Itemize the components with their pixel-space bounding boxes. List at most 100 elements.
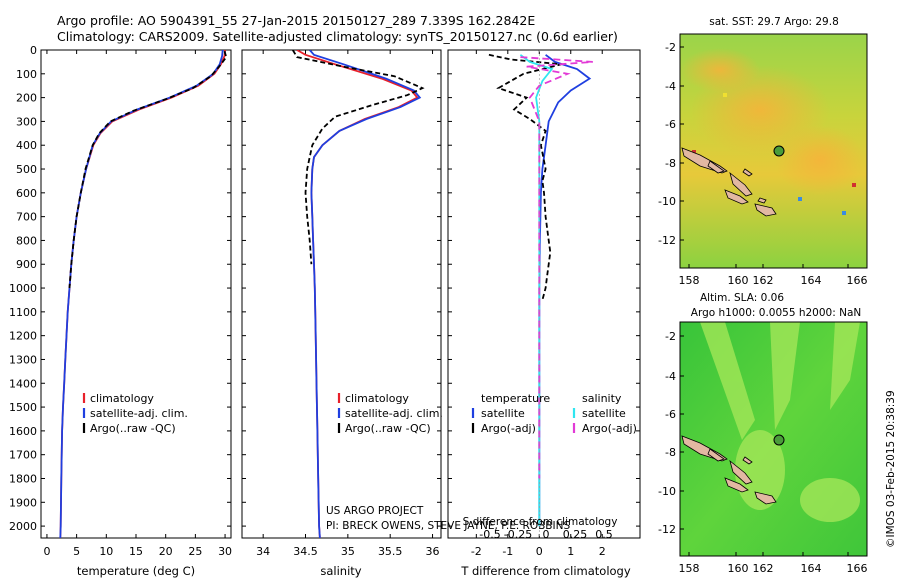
- temperature-panel: 0100200300400500600700800900100011001200…: [9, 44, 232, 578]
- lon-tick-label: 164: [801, 562, 822, 575]
- s-difference-tick-label: 0: [543, 528, 550, 541]
- lon-tick-label: 162: [753, 562, 774, 575]
- difference-axes-frame: [447, 49, 641, 539]
- depth-tick-label: 1300: [9, 353, 37, 366]
- solomon-islands-land: [681, 435, 777, 505]
- depth-tick-label: 1000: [9, 282, 37, 295]
- x-tick-label: 34.5: [293, 545, 318, 558]
- x-tick-label: 36: [426, 545, 440, 558]
- depth-tick-label: 400: [16, 139, 37, 152]
- s-difference-tick-label: -0.5: [479, 528, 500, 541]
- sla-map-title-2: Argo h1000: 0.0055 h2000: NaN: [691, 307, 861, 319]
- solomon-islands-land: [681, 147, 777, 217]
- x-tick-label: 15: [129, 545, 143, 558]
- difference-panel: -2 -1 0 1 2 T difference from climatology S …: [447, 49, 641, 578]
- salinity-x-label: salinity: [320, 564, 361, 578]
- x-tick-label: -1: [502, 545, 513, 558]
- legend-entry: Argo(..raw -QC): [90, 422, 176, 435]
- header-line-1: Argo profile: AO 5904391_55 27-Jan-2015 …: [57, 13, 535, 28]
- argo-float-marker: [773, 434, 785, 446]
- climatology-series-line: [59, 50, 226, 538]
- lon-tick-label: 166: [847, 274, 868, 287]
- lat-tick-label: -8: [665, 446, 676, 459]
- lat-tick-label: -6: [665, 118, 676, 131]
- satellite-series-line: [309, 50, 422, 538]
- temperature-satellite-series-line: [538, 54, 592, 527]
- lon-tick-label: 158: [679, 274, 700, 287]
- depth-tick-label: 1200: [9, 330, 37, 343]
- temperature-x-axis: 0 5 10 15 20 25 30: [43, 50, 232, 558]
- depth-tick-label: 600: [16, 187, 37, 200]
- t-difference-x-label: T difference from climatology: [460, 564, 631, 578]
- lat-tick-label: -4: [665, 80, 676, 93]
- x-tick-label: 1: [567, 545, 574, 558]
- x-tick-label: 2: [599, 545, 606, 558]
- header-line-2: Climatology: CARS2009. Satellite-adjuste…: [57, 29, 618, 44]
- x-tick-label: 5: [73, 545, 80, 558]
- lat-tick-label: -12: [658, 523, 676, 536]
- legend-entry: climatology: [90, 392, 154, 405]
- project-annotation: US ARGO PROJECT: [326, 505, 424, 517]
- lat-tick-label: -10: [658, 485, 676, 498]
- salinity-sal_satellite-series-line: [519, 54, 554, 527]
- sst-warm-patch: [680, 48, 760, 92]
- depth-tick-label: 500: [16, 163, 37, 176]
- sst-anomaly-pixels: [692, 93, 856, 215]
- salinity-legend: climatology satellite-adj. clim. Argo(..ra…: [337, 392, 443, 435]
- sla-map-title-1: Altim. SLA: 0.06: [700, 292, 784, 304]
- sst-map-frame: [679, 33, 868, 269]
- legend-entry: Argo(-adj): [481, 422, 536, 435]
- t-difference-x-axis: -2 -1 0 1 2: [448, 49, 640, 558]
- temperature-argo-series-line: [488, 53, 562, 301]
- argo-series-line: [292, 50, 425, 265]
- lat-tick-label: -12: [658, 234, 676, 247]
- depth-tick-label: 2000: [9, 520, 37, 533]
- x-tick-label: 30: [218, 545, 232, 558]
- depth-tick-label: 0: [30, 44, 37, 57]
- x-tick-label: 35.5: [378, 545, 403, 558]
- x-tick-label: 10: [99, 545, 113, 558]
- lon-tick-label: 162: [753, 274, 774, 287]
- sst-map-lon-axis: 158 160 162 164 166: [679, 264, 868, 287]
- sst-map: sat. SST: 29.7 Argo: 29.8 -2 -4 -6 -8 -10 -12…: [658, 16, 868, 287]
- lon-tick-label: 164: [801, 274, 822, 287]
- depth-tick-label: 1800: [9, 472, 37, 485]
- lon-tick-label: 160: [728, 562, 749, 575]
- depth-tick-label: 100: [16, 68, 37, 81]
- depth-tick-label: 1900: [9, 496, 37, 509]
- lat-tick-label: -10: [658, 195, 676, 208]
- sla-map-frame: [679, 321, 868, 557]
- s-difference-tick-label: 0.25: [563, 528, 588, 541]
- x-tick-label: 0: [536, 545, 543, 558]
- salinity-panel: 34 34.5 35 35.5 36 salinity climatology satel…: [241, 49, 570, 578]
- legend-entry: Argo(-adj): [582, 422, 637, 435]
- temperature-legend: climatology satellite-adj. clim. Argo(..ra…: [82, 392, 188, 435]
- depth-tick-label: 200: [16, 92, 37, 105]
- legend-entry: climatology: [345, 392, 409, 405]
- depth-tick-label: 1700: [9, 449, 37, 462]
- satellite-series-line: [59, 50, 224, 538]
- s-difference-tick-label: -0.25: [504, 528, 532, 541]
- lat-tick-label: -2: [665, 330, 676, 343]
- salinity-axes-frame: [241, 49, 442, 539]
- argo-float-marker: [773, 145, 785, 157]
- depth-tick-label: 700: [16, 211, 37, 224]
- x-tick-label: 25: [188, 545, 202, 558]
- imos-timestamp: ©IMOS 03-Feb-2015 20:38:39: [885, 390, 897, 548]
- x-tick-label: 20: [159, 545, 173, 558]
- sla-map: Altim. SLA: 0.06 Argo h1000: 0.0055 h200…: [658, 292, 868, 575]
- legend-entry: satellite: [481, 407, 525, 420]
- sst-warm-patch: [775, 125, 865, 195]
- lat-tick-label: -4: [665, 370, 676, 383]
- salinity-sal_argo-series-line: [520, 56, 593, 479]
- sst-map-lat-axis: -2 -4 -6 -8 -10 -12: [658, 41, 684, 247]
- x-tick-label: 0: [43, 545, 50, 558]
- sst-map-title: sat. SST: 29.7 Argo: 29.8: [709, 16, 839, 28]
- depth-tick-label: 1400: [9, 377, 37, 390]
- s-difference-label: S difference from climatology: [463, 516, 618, 528]
- x-tick-label: 34: [256, 545, 270, 558]
- lon-tick-label: 158: [679, 562, 700, 575]
- depth-tick-label: 1600: [9, 425, 37, 438]
- depth-tick-label: 800: [16, 234, 37, 247]
